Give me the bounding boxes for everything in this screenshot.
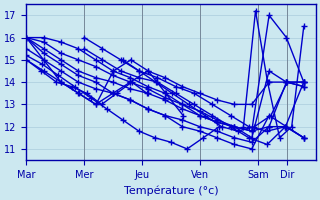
X-axis label: Température (°c): Température (°c) — [124, 185, 218, 196]
